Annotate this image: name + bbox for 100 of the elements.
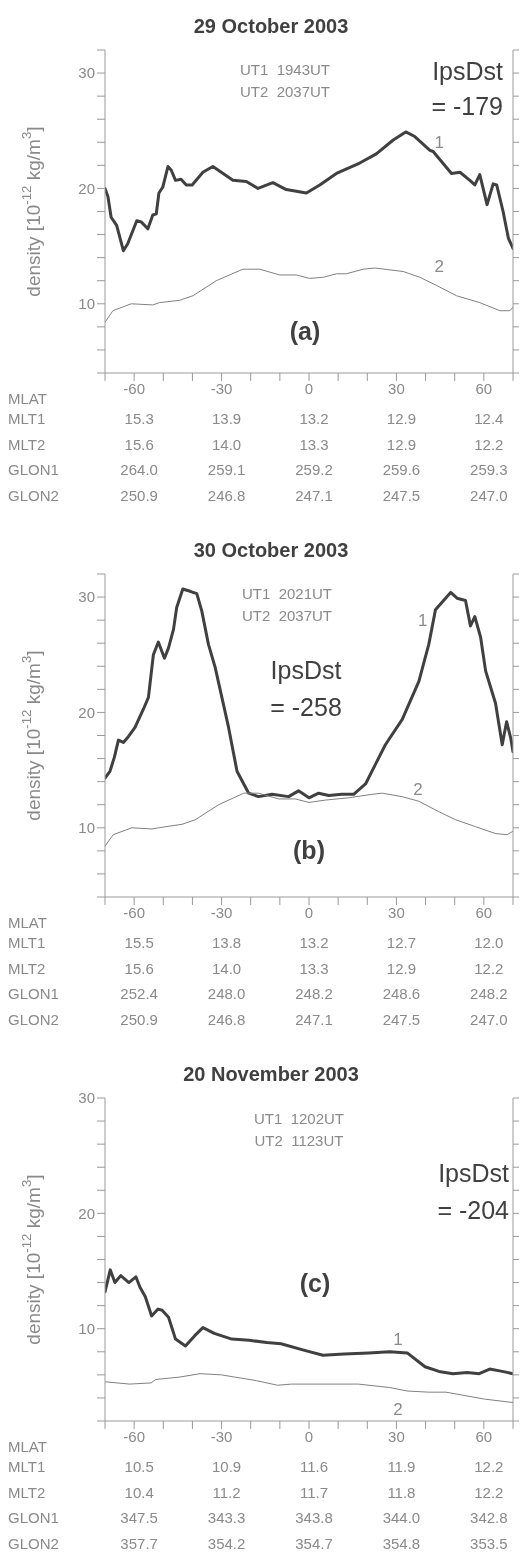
text: MLT2 xyxy=(8,959,46,977)
y-tick-label: 30 xyxy=(78,1089,95,1107)
annotation: UT1 1943UT xyxy=(239,60,331,79)
x-tick-label: -60 xyxy=(123,379,145,397)
x-tick-label: -30 xyxy=(210,903,233,921)
annotation: = -204 xyxy=(437,1196,509,1225)
text: 248.2 xyxy=(470,984,508,1002)
annotation: = -258 xyxy=(270,693,342,722)
text: 13.2 xyxy=(299,409,329,427)
y-tick-label: 10 xyxy=(78,819,95,837)
chart-title: 20 November 2003 xyxy=(183,1063,359,1085)
text: 248.0 xyxy=(207,984,246,1002)
text: GLON1 xyxy=(8,1508,59,1526)
text: 15.3 xyxy=(124,409,154,427)
x-tick-label: 0 xyxy=(304,903,314,921)
text: 250.9 xyxy=(120,486,158,504)
text: 250.9 xyxy=(120,1010,158,1028)
series-label: 2 xyxy=(434,256,444,277)
text: GLON2 xyxy=(8,1010,59,1028)
text: 357.7 xyxy=(120,1534,158,1552)
annotation: (a) xyxy=(289,317,321,346)
text: 259.1 xyxy=(207,460,246,478)
text: 248.2 xyxy=(295,984,333,1002)
text: MLT2 xyxy=(8,435,46,453)
text: 12.4 xyxy=(474,409,504,427)
text: 347.5 xyxy=(120,1508,158,1526)
chart-title: 30 October 2003 xyxy=(192,538,350,563)
text: GLON1 xyxy=(8,984,59,1002)
x-tick-label: -60 xyxy=(123,903,145,921)
line-series xyxy=(105,1373,513,1404)
x-tick-label: 30 xyxy=(388,379,405,397)
series-label: 1 xyxy=(393,1330,403,1351)
text: 264.0 xyxy=(120,460,158,478)
annotation: (b) xyxy=(293,836,325,865)
text: 11.8 xyxy=(387,1483,416,1501)
annotation: UT2 1123UT xyxy=(254,1131,344,1150)
text: 13.9 xyxy=(211,409,242,427)
text: 354.7 xyxy=(295,1534,333,1552)
text: 12.2 xyxy=(474,1483,504,1501)
x-tick-label: 60 xyxy=(475,379,493,397)
text: 10.5 xyxy=(124,1457,154,1475)
text: 247.0 xyxy=(470,486,508,504)
text: 259.6 xyxy=(382,460,421,478)
text: GLON1 xyxy=(8,460,59,478)
text: 15.5 xyxy=(124,933,154,951)
y-tick-label: 10 xyxy=(78,295,95,313)
x-tick-label: 0 xyxy=(304,379,314,397)
text: 342.8 xyxy=(470,1508,508,1526)
text: 11.6 xyxy=(299,1457,329,1475)
y-tick-label: 30 xyxy=(78,64,95,82)
text: 247.0 xyxy=(470,1010,508,1028)
text: 252.4 xyxy=(120,984,158,1002)
text: 246.8 xyxy=(207,1010,246,1028)
text: 354.8 xyxy=(382,1534,421,1552)
text: 12.9 xyxy=(386,435,417,453)
series-label: 2 xyxy=(393,1400,403,1421)
series-label: 1 xyxy=(434,132,444,153)
text: MLT2 xyxy=(8,1483,46,1501)
line-series xyxy=(105,1268,513,1376)
x-axis-title: MLAT xyxy=(8,1437,47,1455)
x-tick-label: 30 xyxy=(388,903,405,921)
text: 10.9 xyxy=(211,1457,242,1475)
text: 354.2 xyxy=(207,1534,246,1552)
text: 246.8 xyxy=(207,486,246,504)
annotation: IpsDst xyxy=(438,1159,509,1188)
y-tick-label: 30 xyxy=(78,588,95,606)
series-label: 2 xyxy=(413,780,423,800)
annotation: = -179 xyxy=(431,92,503,121)
annotation: UT2 2037UT xyxy=(241,606,333,625)
text: 15.6 xyxy=(124,959,154,977)
text: GLON2 xyxy=(8,486,59,504)
annotation: UT2 2037UT xyxy=(239,82,331,101)
text: 13.2 xyxy=(299,933,329,951)
x-tick-label: 60 xyxy=(475,903,493,921)
text: 11.7 xyxy=(299,1483,329,1501)
text: GLON2 xyxy=(8,1534,59,1552)
line-series xyxy=(105,130,513,253)
annotation: IpsDst xyxy=(432,57,503,86)
text: 259.2 xyxy=(295,460,333,478)
x-tick-label: 0 xyxy=(304,1427,314,1445)
text: 353.5 xyxy=(470,1534,508,1552)
text: 344.0 xyxy=(382,1508,421,1526)
annotation: (c) xyxy=(299,1269,331,1298)
y-tick-label: 10 xyxy=(78,1320,95,1338)
text: 13.8 xyxy=(211,933,242,951)
y-tick-label: 20 xyxy=(78,703,95,721)
line-series xyxy=(105,587,513,800)
text: MLT1 xyxy=(8,933,46,951)
text: 12.2 xyxy=(474,959,504,977)
x-tick-label: -30 xyxy=(210,1427,233,1445)
text: 12.2 xyxy=(474,1457,504,1475)
text: 11.2 xyxy=(212,1483,241,1501)
chart-title: 29 October 2003 xyxy=(192,14,350,39)
text: MLT1 xyxy=(8,1457,46,1475)
text: 10.4 xyxy=(124,1483,154,1501)
x-tick-label: 30 xyxy=(388,1427,405,1445)
text: 12.0 xyxy=(474,933,504,951)
text: 343.3 xyxy=(207,1508,246,1526)
text: 11.9 xyxy=(387,1457,416,1475)
text: 14.0 xyxy=(211,435,242,453)
